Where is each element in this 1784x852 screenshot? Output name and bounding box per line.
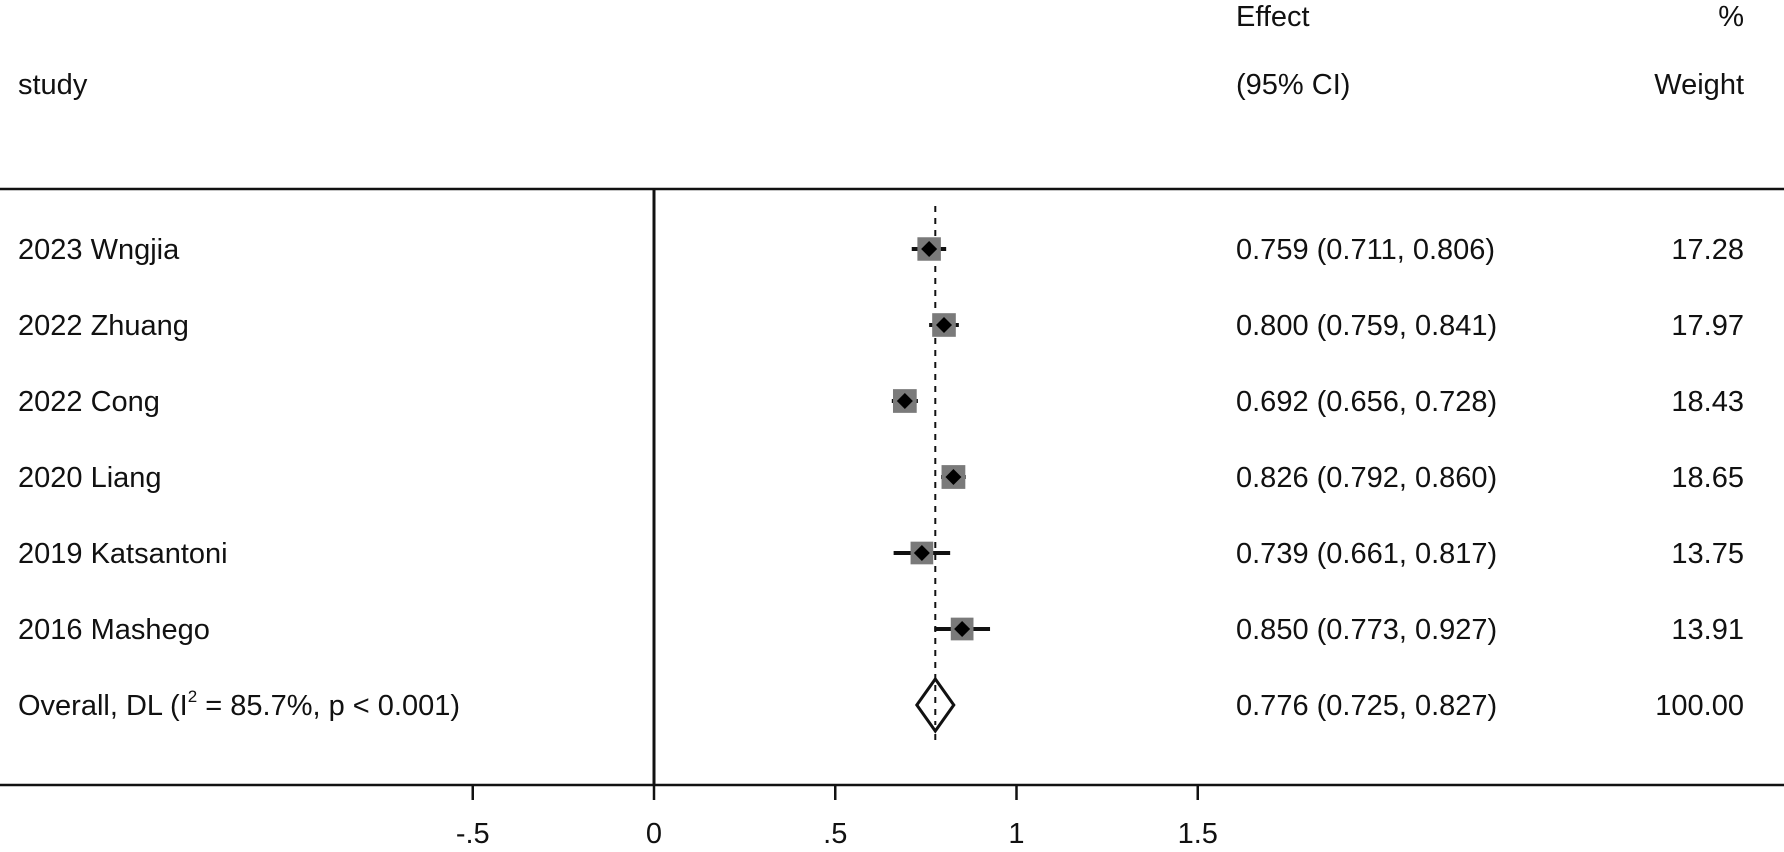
effect-ci-text: 0.850 (0.773, 0.927) — [1236, 614, 1498, 646]
x-tick-label: 1 — [1008, 818, 1024, 850]
effect-ci-text: 0.759 (0.711, 0.806) — [1236, 234, 1496, 266]
study-label: 2016 Mashego — [18, 614, 210, 646]
point-estimate — [945, 469, 962, 485]
overall-label-superscript: 2 — [187, 687, 198, 706]
column-header-ci: (95% CI) — [1236, 69, 1351, 101]
study-label: 2023 Wngjia — [18, 234, 180, 266]
column-header-effect: Effect — [1236, 1, 1310, 33]
effect-ci-text: 0.692 (0.656, 0.728) — [1236, 386, 1498, 418]
overall-label-suffix: = 85.7%, p < 0.001) — [197, 690, 461, 722]
point-estimate — [954, 621, 971, 637]
x-tick-label: 0 — [646, 818, 662, 850]
x-tick-label: -.5 — [456, 818, 490, 850]
weight-text: 17.28 — [1671, 234, 1744, 266]
point-estimate — [896, 393, 913, 409]
overall-label-prefix: Overall, DL (I — [18, 690, 188, 722]
study-label: 2022 Cong — [18, 386, 160, 418]
effect-ci-text: 0.826 (0.792, 0.860) — [1236, 462, 1498, 494]
weight-text: 13.91 — [1671, 614, 1744, 646]
study-label: 2019 Katsantoni — [18, 538, 228, 570]
overall-effect-ci-text: 0.776 (0.725, 0.827) — [1236, 690, 1498, 722]
effect-ci-text: 0.800 (0.759, 0.841) — [1236, 310, 1498, 342]
weight-text: 13.75 — [1671, 538, 1744, 570]
point-estimate — [921, 241, 938, 257]
effect-ci-text: 0.739 (0.661, 0.817) — [1236, 538, 1498, 570]
column-header-weight: Weight — [1654, 69, 1744, 101]
x-tick-label: 1.5 — [1178, 818, 1218, 850]
weight-text: 17.97 — [1671, 310, 1744, 342]
weight-text: 18.43 — [1671, 386, 1744, 418]
column-header-study: study — [18, 69, 88, 101]
point-estimate — [936, 317, 952, 333]
overall-diamond — [914, 676, 956, 734]
x-tick-label: .5 — [823, 818, 847, 850]
point-estimate — [913, 545, 930, 561]
study-label: 2022 Zhuang — [18, 310, 189, 342]
overall-label: Overall, DL (I2 = 85.7%, p < 0.001) — [18, 687, 461, 723]
study-label: 2020 Liang — [18, 462, 162, 494]
column-header-percent: % — [1718, 1, 1744, 33]
weight-text: 18.65 — [1671, 462, 1744, 494]
overall-weight-text: 100.00 — [1655, 690, 1744, 722]
